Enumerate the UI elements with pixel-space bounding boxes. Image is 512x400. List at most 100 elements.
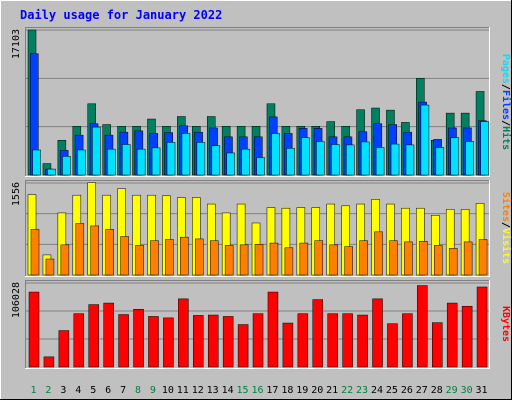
bar-pages-day-16 — [256, 157, 265, 176]
chart-panels: 17103 1556 106028 — [11, 27, 490, 369]
x-axis-label-day-16: 16 — [251, 385, 263, 396]
bar-pages-day-23 — [360, 141, 370, 176]
bar-pages-day-10 — [166, 142, 176, 176]
bar-pages-day-11 — [181, 133, 191, 176]
x-axis-label-day-20: 20 — [311, 385, 323, 396]
x-axis-label-day-7: 7 — [120, 385, 126, 396]
legend-separator: / — [500, 84, 511, 90]
bar-kbytes-day-13 — [207, 314, 219, 368]
bar-pages-day-3 — [62, 156, 71, 176]
x-axis-label-day-27: 27 — [416, 385, 428, 396]
x-axis-label-day-13: 13 — [207, 385, 219, 396]
x-axis-label-day-21: 21 — [326, 385, 338, 396]
x-axis-label-day-19: 19 — [296, 385, 308, 396]
x-axis-label-day-25: 25 — [386, 385, 398, 396]
bar-pages-day-12 — [196, 142, 206, 176]
bar-kbytes-day-9 — [148, 316, 159, 368]
bar-kbytes-day-31 — [476, 286, 488, 368]
bar-kbytes-day-17 — [267, 291, 279, 368]
bar-sites-day-29 — [448, 248, 458, 276]
bar-sites-day-21 — [329, 244, 338, 276]
chart-title: Daily usage for January 2022 — [20, 8, 222, 22]
bar-sites-day-25 — [389, 240, 398, 276]
bar-pages-day-8 — [136, 148, 146, 176]
legend-item-sites: Sites — [500, 192, 512, 222]
bar-sites-day-10 — [165, 239, 174, 276]
bar-kbytes-day-19 — [297, 313, 309, 368]
bar-pages-day-29 — [450, 137, 460, 176]
x-axis-label-day-8: 8 — [135, 385, 141, 396]
legend-separator: / — [500, 120, 511, 126]
bar-kbytes-day-2 — [43, 356, 55, 368]
bar-kbytes-day-15 — [237, 324, 249, 368]
bar-pages-day-18 — [286, 148, 295, 176]
bar-kbytes-day-16 — [252, 313, 264, 368]
bar-kbytes-day-26 — [402, 313, 413, 368]
x-axis-label-day-11: 11 — [177, 385, 189, 396]
bar-sites-day-2 — [45, 258, 55, 276]
bar-sites-day-30 — [463, 241, 473, 276]
y-axis-max-label: 17103 — [11, 29, 22, 59]
bar-sites-day-7 — [120, 236, 129, 276]
bar-pages-day-9 — [151, 147, 161, 176]
x-axis-label-day-2: 2 — [45, 385, 51, 396]
bar-pages-day-6 — [107, 148, 116, 176]
bar-pages-day-5 — [92, 126, 101, 176]
bar-pages-day-26 — [405, 144, 415, 176]
bar-sites-day-13 — [209, 240, 219, 276]
x-axis-label-day-30: 30 — [461, 385, 473, 396]
bar-sites-day-9 — [150, 240, 159, 276]
bar-sites-day-19 — [299, 242, 309, 276]
bar-sites-day-4 — [75, 223, 85, 276]
x-axis-label-day-24: 24 — [371, 385, 383, 396]
bar-pages-day-17 — [271, 133, 280, 176]
bar-sites-day-17 — [269, 242, 279, 276]
bar-pages-day-31 — [480, 121, 489, 176]
x-axis-label-day-4: 4 — [75, 385, 81, 396]
bar-kbytes-day-25 — [387, 323, 398, 368]
bar-sites-day-14 — [224, 245, 234, 276]
panel-visits-sites: 1556 — [11, 180, 490, 277]
bar-kbytes-day-28 — [432, 322, 443, 368]
x-axis-label-day-10: 10 — [162, 385, 174, 396]
bar-sites-day-8 — [135, 245, 144, 276]
bar-pages-day-22 — [346, 144, 355, 176]
bar-kbytes-day-12 — [193, 315, 204, 368]
bar-kbytes-day-4 — [73, 313, 85, 368]
bar-sites-day-20 — [314, 240, 324, 276]
bar-kbytes-day-10 — [163, 317, 174, 368]
x-axis-label-day-17: 17 — [266, 385, 278, 396]
x-axis-label-day-5: 5 — [90, 385, 96, 396]
bar-kbytes-day-1 — [28, 291, 40, 368]
bar-sites-day-31 — [478, 239, 488, 276]
x-axis-label-day-9: 9 — [150, 385, 156, 396]
bar-kbytes-day-29 — [446, 302, 458, 368]
bar-kbytes-day-20 — [312, 299, 324, 368]
x-axis-label-day-18: 18 — [281, 385, 293, 396]
bar-pages-day-28 — [435, 147, 445, 176]
bar-kbytes-day-22 — [342, 313, 353, 368]
bar-sites-day-5 — [90, 225, 99, 276]
bar-sites-day-24 — [374, 231, 383, 276]
bar-pages-day-7 — [121, 144, 131, 176]
legend-bottom: KBytes — [500, 306, 511, 342]
bar-kbytes-day-7 — [118, 314, 129, 368]
legend-item-files: Files — [500, 90, 512, 120]
x-axis-day-labels: 1 2 3 4 5 6 7 8 9 10 11 12 13 14 15 16 17 18 19 20 21 22 23 24 2… — [30, 385, 487, 396]
legend-top: Pages/Files/Hits — [500, 54, 512, 150]
bar-pages-day-27 — [420, 104, 430, 176]
bar-kbytes-day-3 — [58, 330, 70, 368]
bar-sites-day-23 — [359, 240, 368, 276]
bar-sites-day-26 — [404, 241, 413, 276]
legend-item-hits: Hits — [500, 126, 512, 150]
y-axis-max-label: 1556 — [11, 182, 22, 206]
x-axis-label-day-23: 23 — [356, 385, 368, 396]
bar-pages-day-14 — [226, 152, 236, 176]
bar-kbytes-day-6 — [103, 302, 114, 368]
bar-pages-day-13 — [211, 145, 221, 176]
bar-pages-day-25 — [390, 143, 400, 176]
x-axis-label-day-26: 26 — [401, 385, 413, 396]
bar-sites-day-27 — [419, 241, 428, 276]
